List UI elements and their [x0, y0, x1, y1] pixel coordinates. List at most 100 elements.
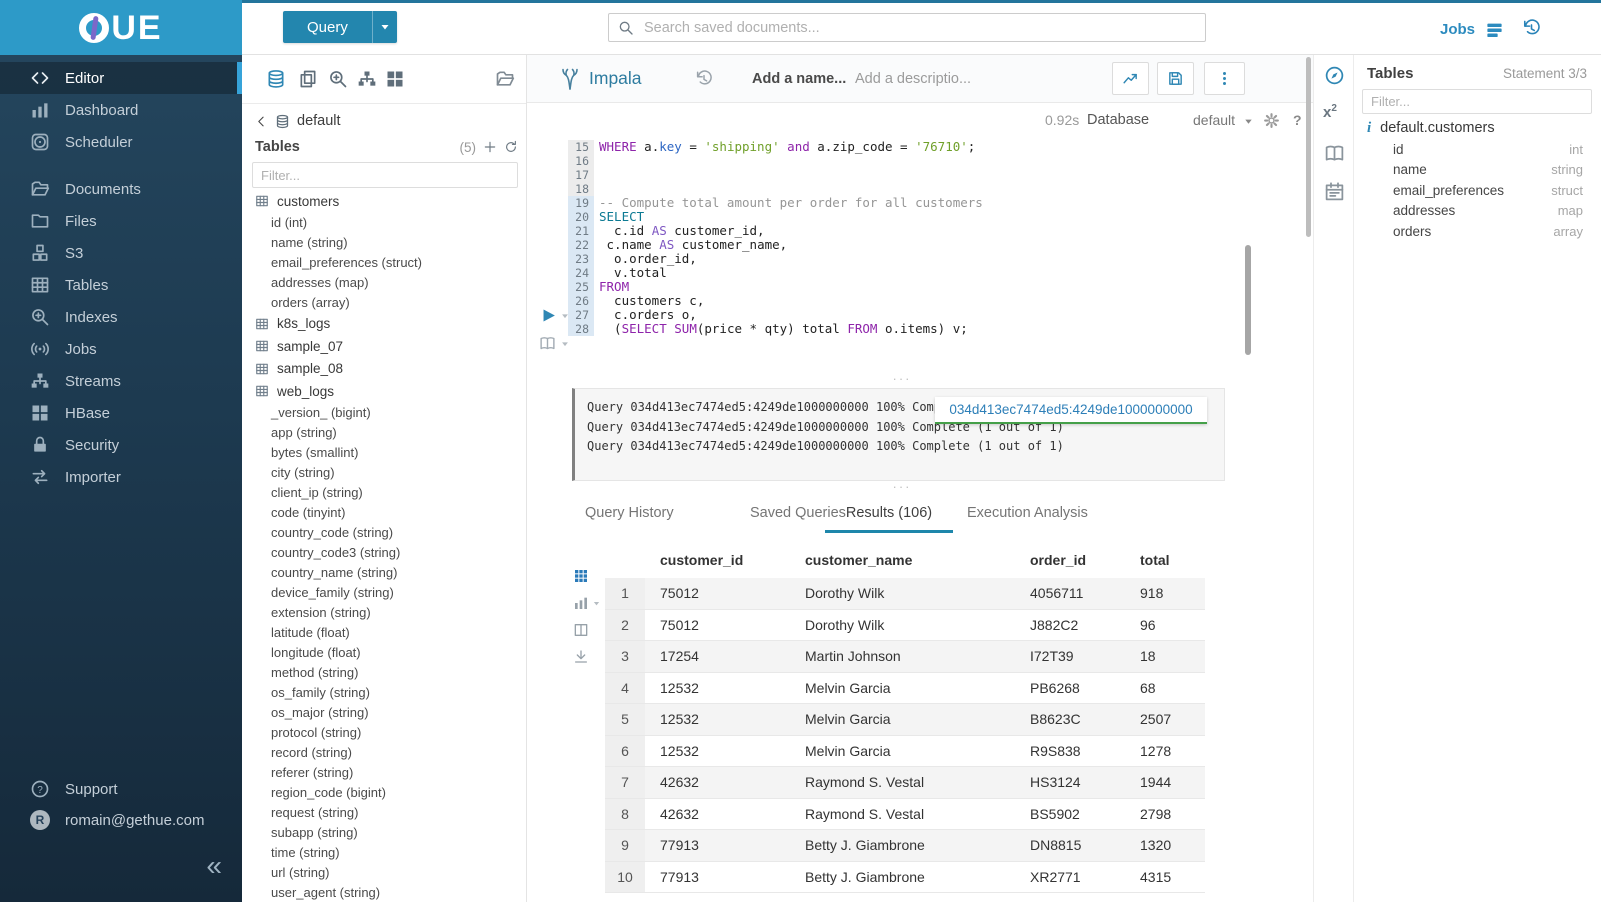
tables-filter-input[interactable] — [252, 162, 518, 188]
jobs-list-icon[interactable] — [1485, 20, 1504, 39]
database-selector[interactable]: default — [1193, 112, 1236, 128]
column-item[interactable]: latitude (float) — [271, 625, 350, 640]
column-item[interactable]: record (string) — [271, 745, 352, 760]
sidebar-item-user[interactable]: R romain@gethue.com — [0, 804, 242, 836]
sidebar-item-security[interactable]: Security — [0, 429, 242, 461]
tab-execution-analysis[interactable]: Execution Analysis — [967, 505, 1088, 521]
query-id-link[interactable]: 034d413ec7474ed5:4249de1000000000 — [935, 397, 1207, 424]
column-item[interactable]: country_name (string) — [271, 565, 398, 580]
column-item[interactable]: protocol (string) — [271, 725, 362, 740]
caret-down-icon[interactable] — [560, 311, 570, 321]
column-item[interactable]: city (string) — [271, 465, 335, 480]
column-item[interactable]: device_family (string) — [271, 585, 394, 600]
column-item[interactable]: code (tinyint) — [271, 505, 346, 520]
grid-view-icon[interactable] — [573, 568, 589, 584]
tab-query-history[interactable]: Query History — [585, 505, 674, 521]
column-item[interactable]: name (string) — [271, 235, 348, 250]
global-search[interactable] — [608, 13, 1206, 42]
column-item[interactable]: subapp (string) — [271, 825, 358, 840]
column-item[interactable]: client_ip (string) — [271, 485, 363, 500]
right-column-id[interactable]: id int — [1354, 139, 1601, 160]
folder-open-icon[interactable] — [495, 69, 515, 89]
column-item[interactable]: method (string) — [271, 665, 359, 680]
column-item[interactable]: country_code3 (string) — [271, 545, 401, 560]
column-item[interactable]: country_code (string) — [271, 525, 394, 540]
column-item[interactable]: bytes (smallint) — [271, 445, 359, 460]
page-scrollbar[interactable] — [1306, 57, 1311, 237]
query-name-field[interactable]: Add a name... — [752, 71, 847, 87]
column-header-order_id[interactable]: order_id — [1030, 552, 1087, 568]
table-item-sample_07[interactable]: sample_07 — [242, 335, 526, 358]
column-header-total[interactable]: total — [1140, 552, 1170, 568]
superscript-icon[interactable]: x2 — [1323, 103, 1337, 121]
collapse-sidebar-icon[interactable]: « — [206, 850, 222, 881]
sidebar-item-documents[interactable]: Documents — [0, 173, 242, 205]
tab-saved-queries[interactable]: Saved Queries — [750, 505, 846, 521]
sidebar-item-dashboard[interactable]: Dashboard — [0, 94, 242, 126]
column-item[interactable]: id (int) — [271, 215, 308, 230]
column-item[interactable]: os_family (string) — [271, 685, 370, 700]
column-header-customer_name[interactable]: customer_name — [805, 552, 913, 568]
sidebar-item-jobs[interactable]: Jobs — [0, 333, 242, 365]
calendar-icon[interactable] — [1324, 181, 1345, 202]
resize-gripper[interactable]: ··· — [892, 479, 912, 494]
table-item-sample_08[interactable]: sample_08 — [242, 358, 526, 381]
active-table-ref[interactable]: i default.customers — [1367, 117, 1495, 139]
column-item[interactable]: app (string) — [271, 425, 337, 440]
book-icon[interactable] — [538, 335, 557, 352]
query-description-field[interactable]: Add a descriptio... — [855, 71, 972, 87]
sidebar-item-importer[interactable]: Importer — [0, 461, 242, 493]
database-breadcrumb[interactable]: default — [255, 113, 341, 129]
active-table-name[interactable]: default.customers — [1380, 120, 1495, 136]
column-item[interactable]: request (string) — [271, 805, 359, 820]
plus-icon[interactable] — [483, 140, 497, 154]
column-item[interactable]: referer (string) — [271, 765, 354, 780]
compass-icon[interactable] — [1324, 65, 1345, 86]
right-column-orders[interactable]: orders array — [1354, 221, 1601, 242]
code-scrollbar[interactable] — [1245, 245, 1251, 355]
column-item[interactable]: orders (array) — [271, 295, 350, 310]
column-item[interactable]: os_major (string) — [271, 705, 369, 720]
column-item[interactable]: region_code (bigint) — [271, 785, 386, 800]
sidebar-item-editor[interactable]: Editor — [0, 62, 242, 94]
more-actions-button[interactable] — [1204, 62, 1245, 95]
history-icon[interactable] — [1522, 19, 1541, 38]
engine-name[interactable]: Impala — [589, 68, 642, 88]
save-button[interactable] — [1157, 62, 1194, 95]
table-item-customers[interactable]: customers — [242, 190, 526, 213]
query-button[interactable]: Query — [283, 11, 397, 43]
history-icon[interactable] — [695, 70, 713, 88]
resize-gripper[interactable]: ··· — [892, 371, 912, 386]
sidebar-item-support[interactable]: ? Support — [0, 773, 242, 805]
help-icon[interactable]: ? — [1293, 112, 1302, 128]
table-item-web_logs[interactable]: web_logs — [242, 380, 526, 403]
column-item[interactable]: addresses (map) — [271, 275, 369, 290]
global-search-input[interactable] — [642, 18, 1205, 37]
right-column-addresses[interactable]: addresses map — [1354, 201, 1601, 222]
play-icon[interactable] — [540, 307, 557, 324]
chevron-left-icon[interactable] — [255, 115, 268, 128]
search-plus-icon[interactable] — [328, 69, 348, 89]
refresh-icon[interactable] — [504, 140, 518, 154]
tab-results-106-[interactable]: Results (106) — [825, 505, 953, 533]
gear-icon[interactable] — [1263, 112, 1280, 129]
columns-view-icon[interactable] — [573, 622, 589, 638]
column-item[interactable]: extension (string) — [271, 605, 371, 620]
documents-copy-icon[interactable] — [298, 69, 318, 89]
column-item[interactable]: _version_ (bigint) — [271, 405, 371, 420]
caret-down-icon[interactable] — [1243, 116, 1254, 127]
chart-view-icon[interactable] — [573, 595, 589, 611]
column-item[interactable]: longitude (float) — [271, 645, 361, 660]
column-item[interactable]: email_preferences (struct) — [271, 255, 422, 270]
book-icon[interactable] — [1324, 143, 1345, 164]
sidebar-item-scheduler[interactable]: Scheduler — [0, 126, 242, 158]
table-item-k8s_logs[interactable]: k8s_logs — [242, 313, 526, 336]
caret-down-icon[interactable] — [560, 339, 570, 349]
column-header-customer_id[interactable]: customer_id — [660, 552, 744, 568]
sidebar-item-files[interactable]: Files — [0, 205, 242, 237]
query-button-caret[interactable] — [371, 11, 397, 43]
column-item[interactable]: url (string) — [271, 865, 330, 880]
column-item[interactable]: time (string) — [271, 845, 340, 860]
jobs-link[interactable]: Jobs — [1440, 20, 1476, 38]
column-item[interactable]: user_agent (string) — [271, 885, 381, 900]
